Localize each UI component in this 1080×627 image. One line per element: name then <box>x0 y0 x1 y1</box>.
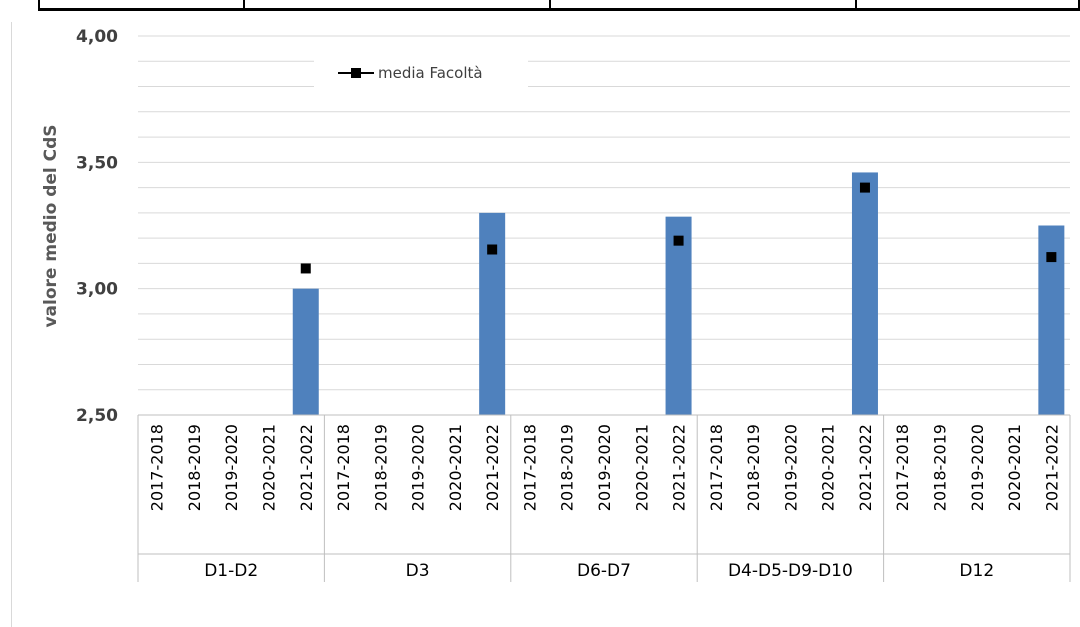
x-tick-label: 2021-2022 <box>1042 424 1061 511</box>
gridlines <box>138 35 1070 391</box>
x-tick-label: 2019-2020 <box>409 424 428 511</box>
x-tick-label: 2017-2018 <box>520 424 539 511</box>
y-tick-label: 4,00 <box>76 27 118 47</box>
left-margin-line <box>11 22 12 627</box>
media-marker <box>1046 252 1057 263</box>
x-tick-label: 2018-2019 <box>558 424 577 511</box>
y-axis-label: valore medio del CdS <box>41 124 61 327</box>
group-label: D12 <box>959 561 994 581</box>
top-table-border <box>38 0 1080 11</box>
media-marker <box>487 244 498 255</box>
legend-label: media Facoltà <box>378 64 483 82</box>
bar <box>292 288 319 415</box>
x-tick-label: 2020-2021 <box>446 424 465 511</box>
x-tick-label: 2020-2021 <box>819 424 838 511</box>
group-label: D1-D2 <box>204 561 258 581</box>
x-tick-label: 2018-2019 <box>744 424 763 511</box>
category-axis: 2017-2018 2018-2019 2019-2020 2020-2021 2021… <box>137 414 1071 582</box>
y-axis-ticks: 2,50 3,00 3,50 4,00 <box>76 27 118 426</box>
table-column-separator <box>1078 0 1080 10</box>
x-tick-label: 2017-2018 <box>893 424 912 511</box>
x-tick-label: 2018-2019 <box>185 424 204 511</box>
x-tick-label: 2019-2020 <box>222 424 241 511</box>
x-tick-label: 2021-2022 <box>297 424 316 511</box>
media-markers <box>300 182 1057 274</box>
media-marker <box>673 235 684 246</box>
group-label: D3 <box>406 561 430 581</box>
bar <box>851 172 878 415</box>
y-tick-label: 3,00 <box>76 280 118 300</box>
table-column-separator <box>549 0 551 10</box>
x-tick-label: 2017-2018 <box>148 424 167 511</box>
x-tick-label: 2021-2022 <box>670 424 689 511</box>
table-column-separator <box>243 0 245 10</box>
media-marker <box>859 182 870 193</box>
bars <box>292 172 1065 415</box>
x-tick-label: 2019-2020 <box>781 424 800 511</box>
media-marker <box>300 263 311 274</box>
group-label: D4-D5-D9-D10 <box>728 561 853 581</box>
x-tick-label: 2021-2022 <box>483 424 502 511</box>
x-tick-label: 2021-2022 <box>856 424 875 511</box>
x-tick-label: 2018-2019 <box>371 424 390 511</box>
y-tick-label: 2,50 <box>76 406 118 426</box>
bar <box>665 216 692 415</box>
x-tick-label: 2017-2018 <box>334 424 353 511</box>
y-tick-label: 3,50 <box>76 153 118 173</box>
x-tick-label: 2019-2020 <box>968 424 987 511</box>
legend-marker-icon <box>351 68 361 78</box>
group-label: D6-D7 <box>577 561 631 581</box>
table-column-separator <box>855 0 857 10</box>
x-tick-label: 2020-2021 <box>1005 424 1024 511</box>
x-tick-label: 2018-2019 <box>931 424 950 511</box>
bar <box>479 212 506 415</box>
table-column-separator <box>38 0 40 10</box>
x-tick-label: 2017-2018 <box>707 424 726 511</box>
x-tick-label: 2020-2021 <box>259 424 278 511</box>
x-tick-label: 2020-2021 <box>632 424 651 511</box>
legend: media Facoltà <box>314 58 528 88</box>
x-tick-label: 2019-2020 <box>595 424 614 511</box>
table-bottom-rule <box>38 8 1080 11</box>
